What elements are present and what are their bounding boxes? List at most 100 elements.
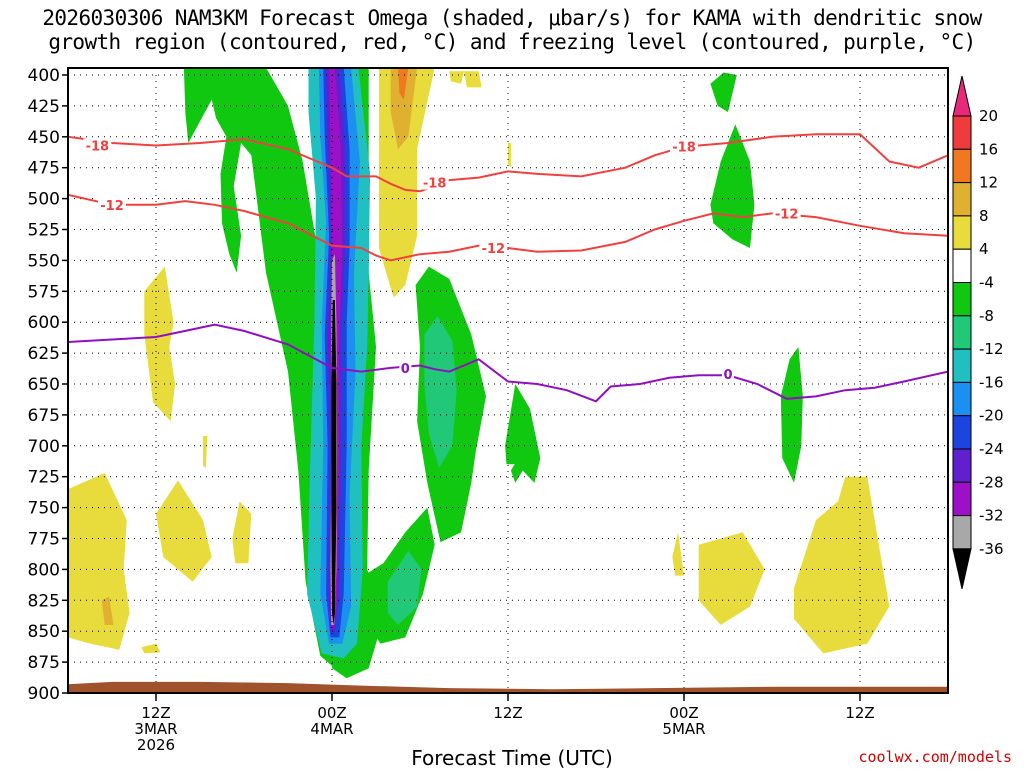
colorbar-label: -28 — [979, 473, 1004, 491]
chart-title-line2: growth region (contoured, red, °C) and f… — [48, 30, 976, 54]
colorbar-segment — [952, 315, 972, 350]
x-tick-label: 00Z — [669, 704, 698, 722]
y-tick-label: 575 — [28, 282, 60, 302]
colorbar-cap-bottom — [952, 548, 972, 590]
contour-label: -12 — [100, 199, 124, 214]
y-tick-label: 850 — [28, 622, 60, 642]
omega-positive-right-low2 — [794, 476, 890, 654]
contour-label-bg — [479, 241, 508, 256]
contour-label-bg — [722, 367, 734, 382]
colorbar-label: -36 — [979, 540, 1004, 558]
omega-positive-right-low3 — [830, 507, 853, 551]
y-tick-label: 625 — [28, 344, 60, 364]
contour-label: -18 — [672, 141, 696, 156]
contour-line-2 — [68, 323, 948, 403]
omega-negative-right-low — [780, 346, 803, 483]
colorbar-label: 4 — [979, 240, 989, 258]
y-tick-label: 775 — [28, 530, 60, 550]
colorbar-label: -12 — [979, 340, 1004, 358]
x-tick-label: 2026 — [137, 736, 175, 754]
y-tick-label: 550 — [28, 251, 60, 271]
omega-positive-left-dot — [141, 643, 161, 654]
colorbar-segment — [952, 381, 972, 417]
y-tick-label: 500 — [28, 190, 60, 210]
colorbar-segment — [952, 182, 972, 217]
colorbar-segment — [952, 148, 972, 184]
omega-positive-left-lower — [156, 480, 212, 582]
y-tick-label: 725 — [28, 468, 60, 488]
colorbar-label: 8 — [979, 207, 989, 225]
contour-label-bg — [98, 197, 126, 212]
x-tick-label: 00Z — [317, 704, 346, 722]
colorbar-segment — [952, 282, 972, 317]
y-tick-label: 750 — [28, 499, 60, 519]
contour-label: -18 — [423, 177, 447, 192]
contour-label-bg — [420, 175, 449, 190]
y-tick-label: 875 — [28, 653, 60, 673]
x-tick-label: 12Z — [845, 704, 874, 722]
y-tick-label: 825 — [28, 591, 60, 611]
contour-label: -18 — [86, 139, 110, 154]
y-tick-label: 525 — [28, 221, 60, 241]
y-tick-label: 475 — [28, 159, 60, 179]
y-tick-label: 400 — [28, 66, 60, 86]
contour-line-1 — [68, 193, 948, 262]
colorbar-segment — [952, 448, 972, 483]
colorbar-segment — [952, 248, 972, 283]
contour-label-bg — [399, 360, 412, 375]
y-axis: 400 425 450 475 500 525 550 575 600 625 650 675 700 7… — [28, 66, 68, 704]
colorbar-label: -4 — [979, 274, 994, 292]
colorbar-segment — [952, 415, 972, 450]
contour-label-bg — [772, 206, 801, 221]
y-tick-label: 900 — [28, 684, 60, 704]
colorbar-segment — [952, 115, 972, 150]
y-tick-label: 800 — [28, 560, 60, 580]
omega-negative-main-left — [183, 68, 335, 669]
contour-label-bg — [670, 139, 698, 154]
colorbar-label: 12 — [979, 174, 998, 192]
colorbar-segment — [952, 348, 972, 383]
omega-positive-upper-core — [390, 68, 418, 150]
omega-positive-upper — [378, 68, 435, 298]
colorbar: 20 16 12 8 4 -4 -8 -12 -16 -20 -24 -28 -32 -36 — [952, 75, 1004, 590]
contour-label: -12 — [775, 207, 799, 222]
omega-negative-lower-lobe-core — [387, 550, 422, 625]
x-tick-label: 12Z — [493, 704, 522, 722]
omega-core-black — [331, 300, 337, 625]
omega-positive-right-low — [698, 532, 765, 625]
colorbar-cap-top — [952, 75, 972, 117]
omega-negative-small1 — [505, 384, 541, 483]
omega-positive-left-sliver — [202, 435, 208, 468]
x-tick-label: 4MAR — [310, 720, 353, 738]
colorbar-label: -20 — [979, 407, 1004, 425]
colorbar-label: 16 — [979, 140, 998, 158]
ground-surface — [68, 681, 948, 693]
chart-title-line1: 2026030306 NAM3KM Forecast Omega (shaded… — [42, 6, 982, 30]
site-credit: coolwx.com/models — [858, 748, 1012, 766]
y-tick-label: 650 — [28, 375, 60, 395]
y-tick-label: 600 — [28, 313, 60, 333]
omega-positive-small-top — [449, 71, 464, 84]
omega-positive-right-dot — [672, 532, 684, 576]
omega-positive-left-mid — [144, 266, 176, 422]
omega-shading — [68, 68, 890, 679]
gridlines — [68, 74, 948, 694]
omega-negative-top-right — [710, 72, 737, 113]
omega-negative-mid-lobe-core — [424, 316, 457, 468]
colorbar-segment — [952, 515, 972, 550]
colorbar-label: 20 — [979, 107, 998, 125]
ground-fill — [68, 681, 948, 693]
omega-positive-sliver — [508, 143, 511, 168]
omega-positive-left-lower2 — [232, 501, 252, 564]
chart-title: 2026030306 NAM3KM Forecast Omega (shaded… — [0, 6, 1024, 54]
omega-positive-top2 — [464, 71, 482, 88]
omega-positive-upper-max — [398, 68, 409, 100]
colorbar-label: -16 — [979, 373, 1004, 391]
x-tick-label: 3MAR — [134, 720, 177, 738]
contour-label: -12 — [482, 242, 506, 257]
omega-positive-left-low — [68, 473, 130, 650]
contour-lines: -18 -18 -18 -12 -12 -12 0 0 — [68, 133, 948, 403]
omega-negative-small2 — [510, 458, 523, 483]
